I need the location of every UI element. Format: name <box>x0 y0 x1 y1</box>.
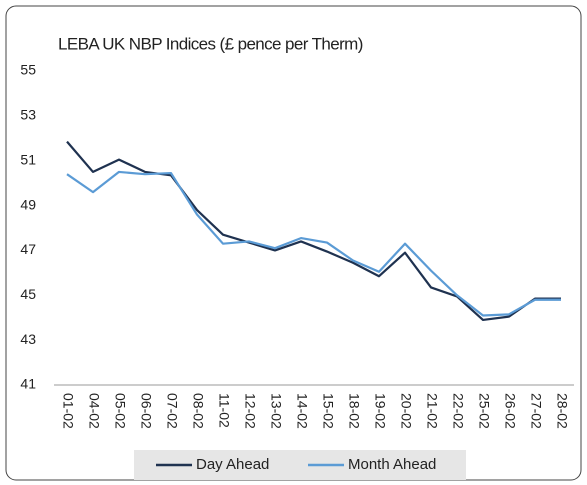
x-tick-label: 01-02 <box>60 393 76 429</box>
x-tick-label: 22-02 <box>450 393 466 429</box>
x-tick-label: 05-02 <box>112 393 128 429</box>
x-tick-label: 26-02 <box>502 393 518 429</box>
series-line <box>66 170 561 317</box>
y-tick-label: 53 <box>20 107 36 123</box>
y-tick-label: 41 <box>20 376 36 392</box>
y-tick-label: 43 <box>20 331 36 347</box>
x-tick-label: 13-02 <box>268 393 284 429</box>
y-tick-label: 49 <box>20 196 36 212</box>
x-tick-label: 12-02 <box>242 393 258 429</box>
legend-label: Day Ahead <box>196 456 269 473</box>
x-tick-label: 20-02 <box>398 393 414 429</box>
x-tick-label: 21-02 <box>424 393 440 429</box>
y-tick-label: 45 <box>20 286 36 302</box>
chart-title: LEBA UK NBP Indices (£ pence per Therm) <box>58 34 363 53</box>
x-tick-label: 27-02 <box>528 393 544 429</box>
x-tick-label: 08-02 <box>190 393 206 429</box>
x-tick-label: 28-02 <box>554 393 570 429</box>
series-line <box>66 140 561 322</box>
y-tick-label: 51 <box>20 151 36 167</box>
x-tick-label: 18-02 <box>346 393 362 429</box>
x-tick-label: 25-02 <box>476 393 492 429</box>
y-tick-label: 55 <box>20 62 36 78</box>
legend-label: Month Ahead <box>348 456 436 473</box>
x-tick-label: 14-02 <box>294 393 310 429</box>
y-tick-label: 47 <box>20 241 36 257</box>
x-tick-label: 11-02 <box>216 393 232 428</box>
x-tick-label: 15-02 <box>320 393 336 429</box>
x-tick-label: 04-02 <box>86 393 102 429</box>
x-tick-label: 19-02 <box>372 393 388 429</box>
x-tick-label: 07-02 <box>164 393 180 429</box>
x-tick-label: 06-02 <box>138 393 154 429</box>
